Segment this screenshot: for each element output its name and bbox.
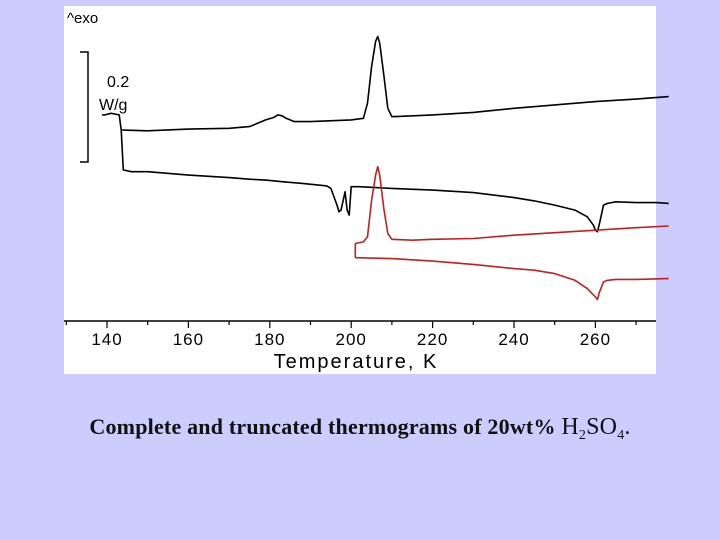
caption-text: Complete and truncated thermograms of 20… [89,414,556,439]
thermogram-line-4 [355,256,669,301]
x-axis: 140 160 180 200 220 240 260 [64,320,656,349]
scale-bar [80,51,89,163]
x-tick-label: 160 [173,330,204,349]
formula-end: . [624,414,631,440]
x-tick-label: 140 [91,330,122,349]
formula-sub-2: 2 [578,428,587,443]
scale-bar-unit: W/g [99,97,127,114]
x-axis-label: Temperature, K [274,351,439,373]
formula-h: H [561,414,579,440]
formula-so: SO [586,414,618,440]
x-tick-label: 260 [580,330,611,349]
scale-bar-value: 0.2 [107,74,129,91]
thermogram-line-3 [354,165,669,258]
thermogram-line-2 [121,35,669,132]
thermogram-line-1 [102,112,669,233]
plot-background [64,6,656,374]
figure-caption: Complete and truncated thermograms of 20… [0,414,720,444]
x-tick-label: 220 [417,330,448,349]
x-tick-label: 180 [254,330,285,349]
series-group [102,35,669,301]
x-tick-label: 200 [336,330,367,349]
exo-label: ^exo [67,10,98,27]
caption-formula: H2SO4. [561,414,631,443]
x-tick-label: 240 [498,330,529,349]
formula-sub-4: 4 [617,428,625,443]
